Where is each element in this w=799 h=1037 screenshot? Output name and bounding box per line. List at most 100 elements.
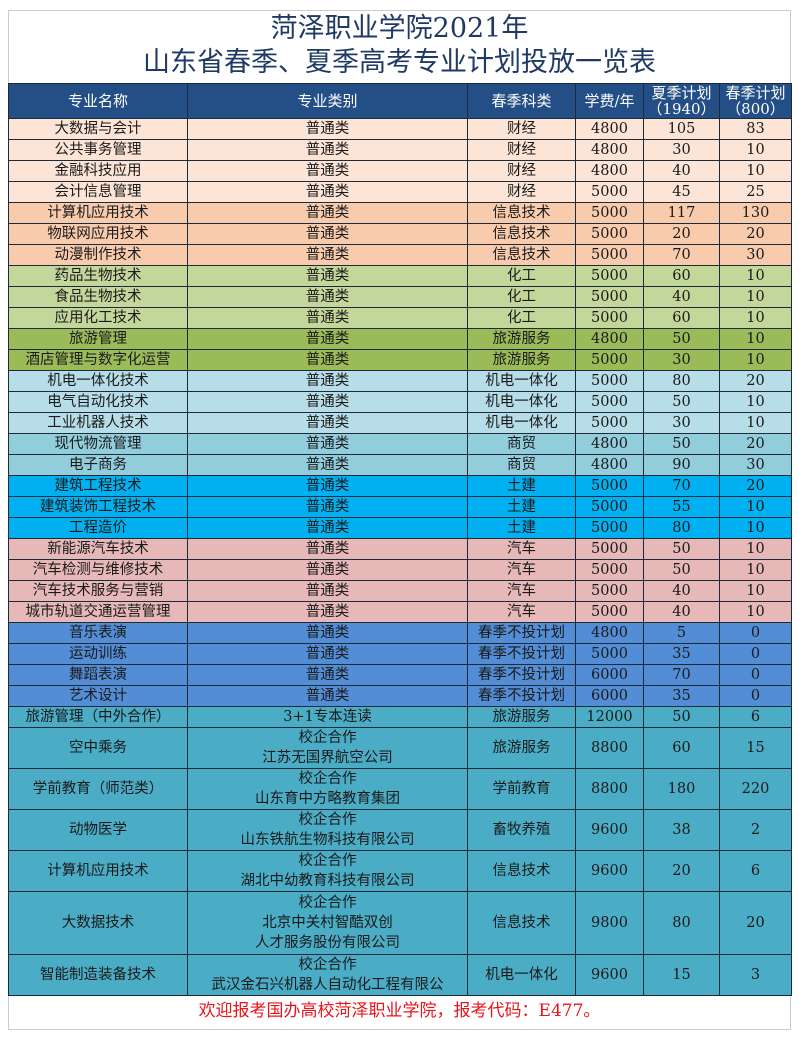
spring-category: 春季不投计划 [467, 622, 576, 644]
fee: 5000 [575, 244, 644, 266]
major-type-line: 普通类 [305, 520, 350, 536]
fee: 4800 [575, 328, 644, 350]
spring-plan: 20 [719, 433, 792, 455]
spring-plan: 10 [719, 307, 792, 329]
spring-category: 机电一体化 [467, 391, 576, 413]
spring-plan: 3 [719, 954, 792, 996]
spring-plan: 10 [719, 580, 792, 602]
summer-plan: 40 [643, 601, 720, 623]
table-row: 工业机器人技术 普通类 机电一体化 5000 30 10 [8, 412, 792, 434]
fee: 5000 [575, 349, 644, 371]
spring-plan: 83 [719, 118, 792, 140]
summer-plan: 80 [643, 891, 720, 955]
summer-plan: 50 [643, 559, 720, 581]
header-text: 学费/年 [584, 92, 635, 110]
summer-plan: 70 [643, 475, 720, 497]
table-row: 汽车检测与维修技术 普通类 汽车 5000 50 10 [8, 559, 792, 581]
fee: 4800 [575, 454, 644, 476]
major-name: 动漫制作技术 [8, 244, 188, 266]
spring-plan: 220 [719, 768, 792, 810]
major-name: 智能制造装备技术 [8, 954, 188, 996]
major-name: 艺术设计 [8, 685, 188, 707]
table-row: 大数据与会计 普通类 财经 4800 105 83 [8, 118, 792, 140]
summer-plan: 20 [643, 223, 720, 245]
table-row: 动漫制作技术 普通类 信息技术 5000 70 30 [8, 244, 792, 266]
major-type-line: 普通类 [305, 688, 350, 704]
major-type-line: 湖北中幼教育科技有限公司 [240, 873, 415, 889]
fee: 9800 [575, 891, 644, 955]
fee: 4800 [575, 118, 644, 140]
table-row: 会计信息管理 普通类 财经 5000 45 25 [8, 181, 792, 203]
major-name: 计算机应用技术 [8, 850, 188, 892]
major-name: 工业机器人技术 [8, 412, 188, 434]
title-line-1: 菏泽职业学院2021年 [270, 13, 529, 44]
summer-plan: 80 [643, 517, 720, 539]
table-row: 电子商务 普通类 商贸 4800 90 30 [8, 454, 792, 476]
fee: 5000 [575, 496, 644, 518]
fee: 5000 [575, 202, 644, 224]
major-name: 会计信息管理 [8, 181, 188, 203]
major-type: 校企合作 山东铁航生物科技有限公司 [187, 809, 468, 851]
spring-plan: 0 [719, 685, 792, 707]
table-row: 动物医学 校企合作 山东铁航生物科技有限公司 畜牧养殖 9600 38 2 [8, 809, 792, 851]
spring-category: 财经 [467, 118, 576, 140]
spring-category: 信息技术 [467, 223, 576, 245]
major-type-line: 普通类 [305, 583, 350, 599]
major-type: 普通类 [187, 244, 468, 266]
table-row: 应用化工技术 普通类 化工 5000 60 10 [8, 307, 792, 329]
major-type-line: 校企合作 [298, 895, 357, 911]
table-row: 工程造价 普通类 土建 5000 80 10 [8, 517, 792, 539]
title-line-2: 山东省春季、夏季高考专业计划投放一览表 [143, 47, 656, 78]
major-type: 普通类 [187, 496, 468, 518]
col-spring-category: 春季科类 [467, 83, 576, 119]
summer-plan: 90 [643, 454, 720, 476]
major-type-line: 山东育中方略教育集团 [255, 791, 400, 807]
spring-category: 财经 [467, 139, 576, 161]
summer-plan: 105 [643, 118, 720, 140]
major-type-line: 普通类 [305, 394, 350, 410]
spring-category: 机电一体化 [467, 412, 576, 434]
summer-plan: 50 [643, 433, 720, 455]
major-name: 大数据与会计 [8, 118, 188, 140]
fee: 5000 [575, 559, 644, 581]
major-type: 普通类 [187, 202, 468, 224]
table-row: 艺术设计 普通类 春季不投计划 6000 35 0 [8, 685, 792, 707]
major-name: 建筑装饰工程技术 [8, 496, 188, 518]
spring-plan: 10 [719, 286, 792, 308]
table-row: 运动训练 普通类 春季不投计划 5000 35 0 [8, 643, 792, 665]
major-type: 普通类 [187, 391, 468, 413]
major-type-line: 普通类 [305, 478, 350, 494]
major-name: 工程造价 [8, 517, 188, 539]
major-type: 普通类 [187, 181, 468, 203]
major-type-line: 普通类 [305, 184, 350, 200]
spring-category: 土建 [467, 496, 576, 518]
table-row: 新能源汽车技术 普通类 汽车 5000 50 10 [8, 538, 792, 560]
major-name: 电子商务 [8, 454, 188, 476]
spring-plan: 10 [719, 601, 792, 623]
major-name: 空中乘务 [8, 727, 188, 769]
fee: 4800 [575, 622, 644, 644]
major-type: 普通类 [187, 517, 468, 539]
major-name: 酒店管理与数字化运营 [8, 349, 188, 371]
table-row: 药品生物技术 普通类 化工 5000 60 10 [8, 265, 792, 287]
major-name: 动物医学 [8, 809, 188, 851]
header-text: （1940） [647, 100, 716, 118]
major-name: 音乐表演 [8, 622, 188, 644]
summer-plan: 70 [643, 664, 720, 686]
major-type: 普通类 [187, 454, 468, 476]
spring-plan: 2 [719, 809, 792, 851]
table-row: 建筑装饰工程技术 普通类 土建 5000 55 10 [8, 496, 792, 518]
major-type: 普通类 [187, 622, 468, 644]
spring-category: 旅游服务 [467, 349, 576, 371]
spring-category: 信息技术 [467, 850, 576, 892]
fee: 5000 [575, 307, 644, 329]
summer-plan: 30 [643, 349, 720, 371]
spring-category: 汽车 [467, 559, 576, 581]
summer-plan: 117 [643, 202, 720, 224]
fee: 5000 [575, 223, 644, 245]
table-row: 计算机应用技术 普通类 信息技术 5000 117 130 [8, 202, 792, 224]
major-type-line: 3+1专本连读 [283, 709, 372, 725]
fee: 4800 [575, 139, 644, 161]
table-row: 现代物流管理 普通类 商贸 4800 50 20 [8, 433, 792, 455]
major-name: 电气自动化技术 [8, 391, 188, 413]
